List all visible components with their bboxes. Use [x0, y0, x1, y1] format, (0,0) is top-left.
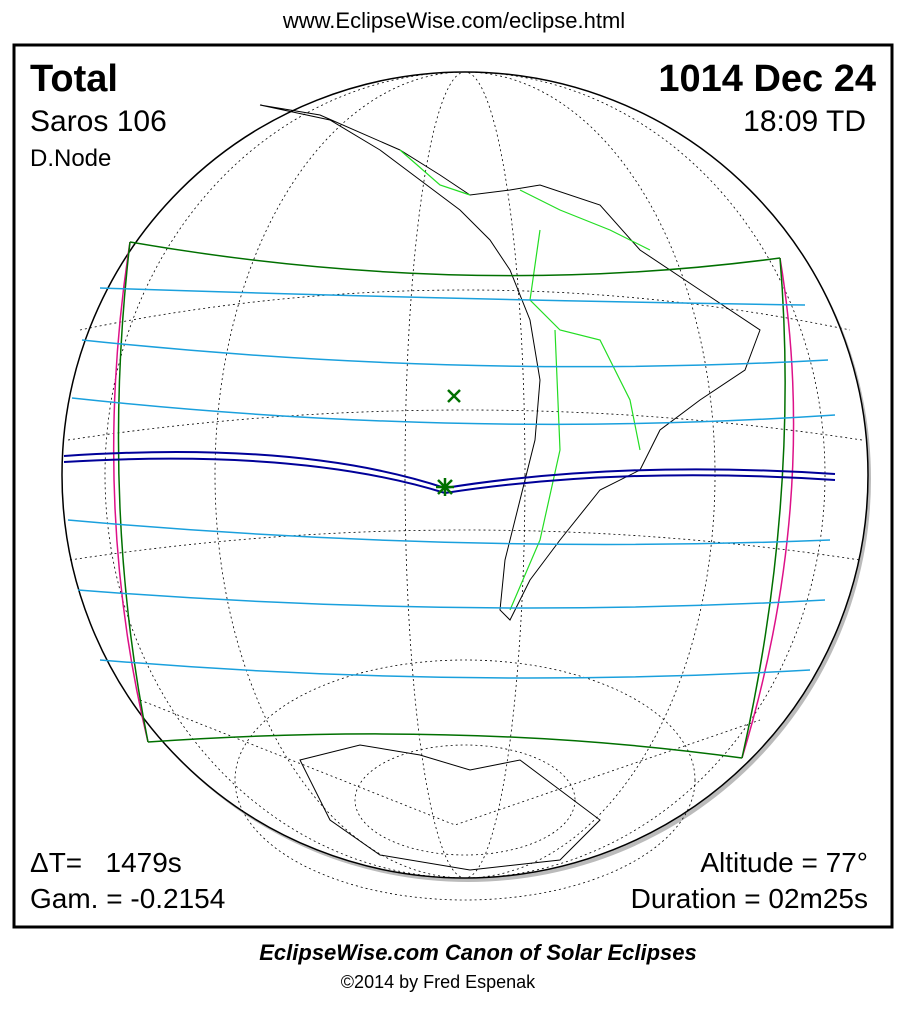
date: 1014 Dec 24 [658, 58, 876, 100]
borders [399, 149, 651, 611]
parallel [67, 409, 863, 441]
rise-set-curve [117, 241, 786, 759]
site-url: www.EclipseWise.com/eclipse.html [282, 8, 625, 33]
copyright: ©2014 by Fred Espenak [341, 972, 536, 992]
parallel [79, 289, 851, 331]
coastlines [259, 104, 761, 871]
greatest-eclipse [436, 478, 454, 496]
penumbra-limit [129, 241, 781, 759]
obscuration-line [81, 339, 829, 368]
eclipse-type: Total [30, 58, 118, 100]
delta-t: ΔT= 1479s [30, 847, 182, 878]
parallel [354, 744, 576, 856]
sub-solar-point [447, 389, 461, 403]
saros: Saros 106 [30, 105, 167, 138]
footer-title: EclipseWise.com Canon of Solar Eclipses [259, 940, 697, 965]
border-lines [399, 149, 651, 611]
duration: Duration = 02m25s [631, 883, 868, 914]
parallel [234, 659, 696, 901]
obscuration-line [71, 397, 836, 426]
obscuration-line [99, 287, 806, 306]
rise-set-limit [112, 241, 795, 759]
gamma: Gam. = -0.2154 [30, 883, 225, 914]
obscuration-line [99, 659, 811, 679]
obscuration-line [77, 589, 826, 609]
meridian [104, 71, 826, 879]
markers [436, 389, 461, 496]
antarctica [299, 744, 601, 871]
time: 18:09 TD [743, 105, 866, 138]
americas [259, 104, 761, 621]
altitude: Altitude = 77° [700, 847, 868, 878]
parallel [69, 529, 861, 561]
obscuration-line [67, 519, 831, 546]
node: D.Node [30, 145, 111, 172]
meridian [404, 71, 526, 879]
